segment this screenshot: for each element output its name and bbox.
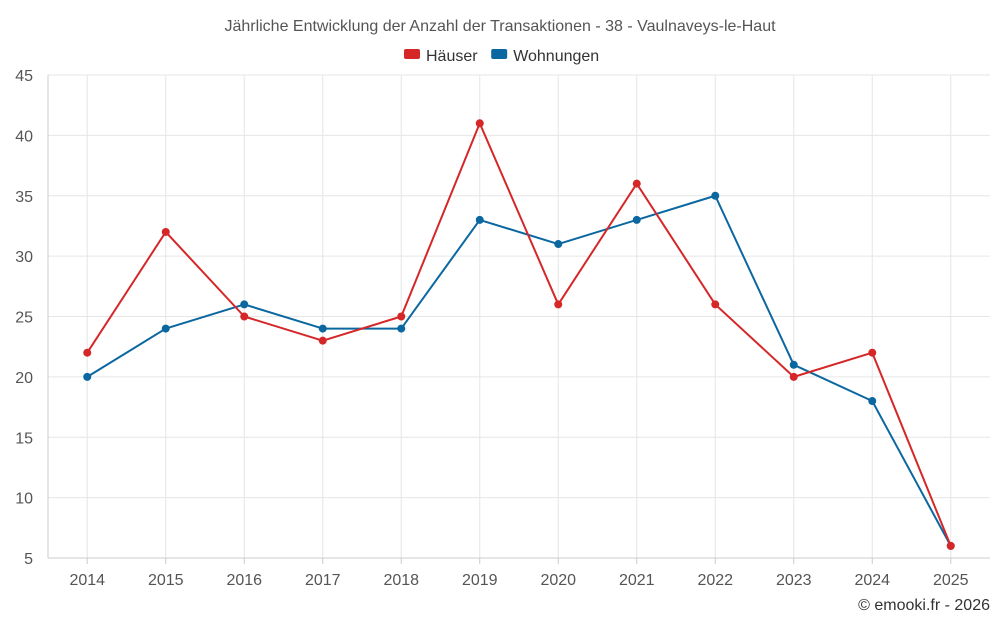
x-tick-label: 2025 (933, 572, 969, 589)
data-point-haeuser[interactable] (711, 300, 720, 309)
data-point-wohnungen[interactable] (554, 240, 563, 249)
y-tick-label: 45 (15, 68, 33, 85)
legend-swatch (404, 49, 420, 59)
x-tick-label: 2018 (383, 572, 419, 589)
y-tick-label: 25 (15, 310, 33, 327)
data-point-haeuser[interactable] (868, 348, 877, 357)
legend-label: Wohnungen (513, 48, 599, 65)
data-point-wohnungen[interactable] (868, 397, 877, 406)
x-tick-label: 2017 (305, 572, 341, 589)
data-point-wohnungen[interactable] (632, 215, 641, 224)
data-point-haeuser[interactable] (789, 372, 798, 381)
y-tick-label: 20 (15, 370, 33, 387)
series (83, 119, 955, 550)
series-wohnungen (83, 191, 955, 550)
x-tick-label: 2016 (226, 572, 262, 589)
series-line-wohnungen (86, 194, 952, 547)
y-tick-label: 5 (24, 551, 33, 568)
grid (48, 74, 990, 558)
data-point-haeuser[interactable] (397, 312, 406, 321)
data-point-wohnungen[interactable] (318, 324, 327, 333)
data-point-haeuser[interactable] (240, 312, 249, 321)
x-tick-label: 2014 (69, 572, 105, 589)
series-haeuser (83, 119, 955, 550)
data-point-wohnungen[interactable] (397, 324, 406, 333)
data-point-wohnungen[interactable] (240, 300, 249, 309)
data-point-haeuser[interactable] (475, 119, 484, 128)
legend-swatch (491, 49, 508, 59)
y-tick-label: 40 (15, 128, 33, 145)
legend-item-wohnungen[interactable]: Wohnungen (491, 48, 599, 65)
series-line-haeuser (86, 122, 952, 547)
data-point-wohnungen[interactable] (161, 324, 170, 333)
data-point-haeuser[interactable] (632, 179, 641, 188)
x-tick-label: 2015 (148, 572, 184, 589)
legend-label: Häuser (426, 48, 478, 65)
y-tick-label: 30 (15, 249, 33, 266)
legend-item-haeuser[interactable]: Häuser (404, 48, 478, 65)
data-point-haeuser[interactable] (318, 336, 327, 345)
legend: Häuser Wohnungen (404, 48, 599, 65)
x-tick-label: 2024 (854, 572, 890, 589)
data-point-haeuser[interactable] (946, 541, 955, 550)
x-tick-label: 2020 (540, 572, 576, 589)
x-tick-label: 2021 (619, 572, 655, 589)
y-tick-label: 35 (15, 189, 33, 206)
y-tick-label: 10 (15, 491, 33, 508)
x-tick-label: 2019 (462, 572, 498, 589)
data-point-haeuser[interactable] (554, 300, 563, 309)
data-point-haeuser[interactable] (161, 227, 170, 236)
data-point-wohnungen[interactable] (83, 372, 92, 381)
data-point-wohnungen[interactable] (475, 215, 484, 224)
x-tick-label: 2023 (776, 572, 812, 589)
data-point-wohnungen[interactable] (711, 191, 720, 200)
chart-title: Jährliche Entwicklung der Anzahl der Tra… (224, 18, 776, 35)
x-tick-label: 2022 (697, 572, 733, 589)
data-point-haeuser[interactable] (83, 348, 92, 357)
credit-text: © emooki.fr - 2026 (858, 597, 990, 614)
y-tick-label: 15 (15, 430, 33, 447)
data-point-wohnungen[interactable] (789, 360, 798, 369)
